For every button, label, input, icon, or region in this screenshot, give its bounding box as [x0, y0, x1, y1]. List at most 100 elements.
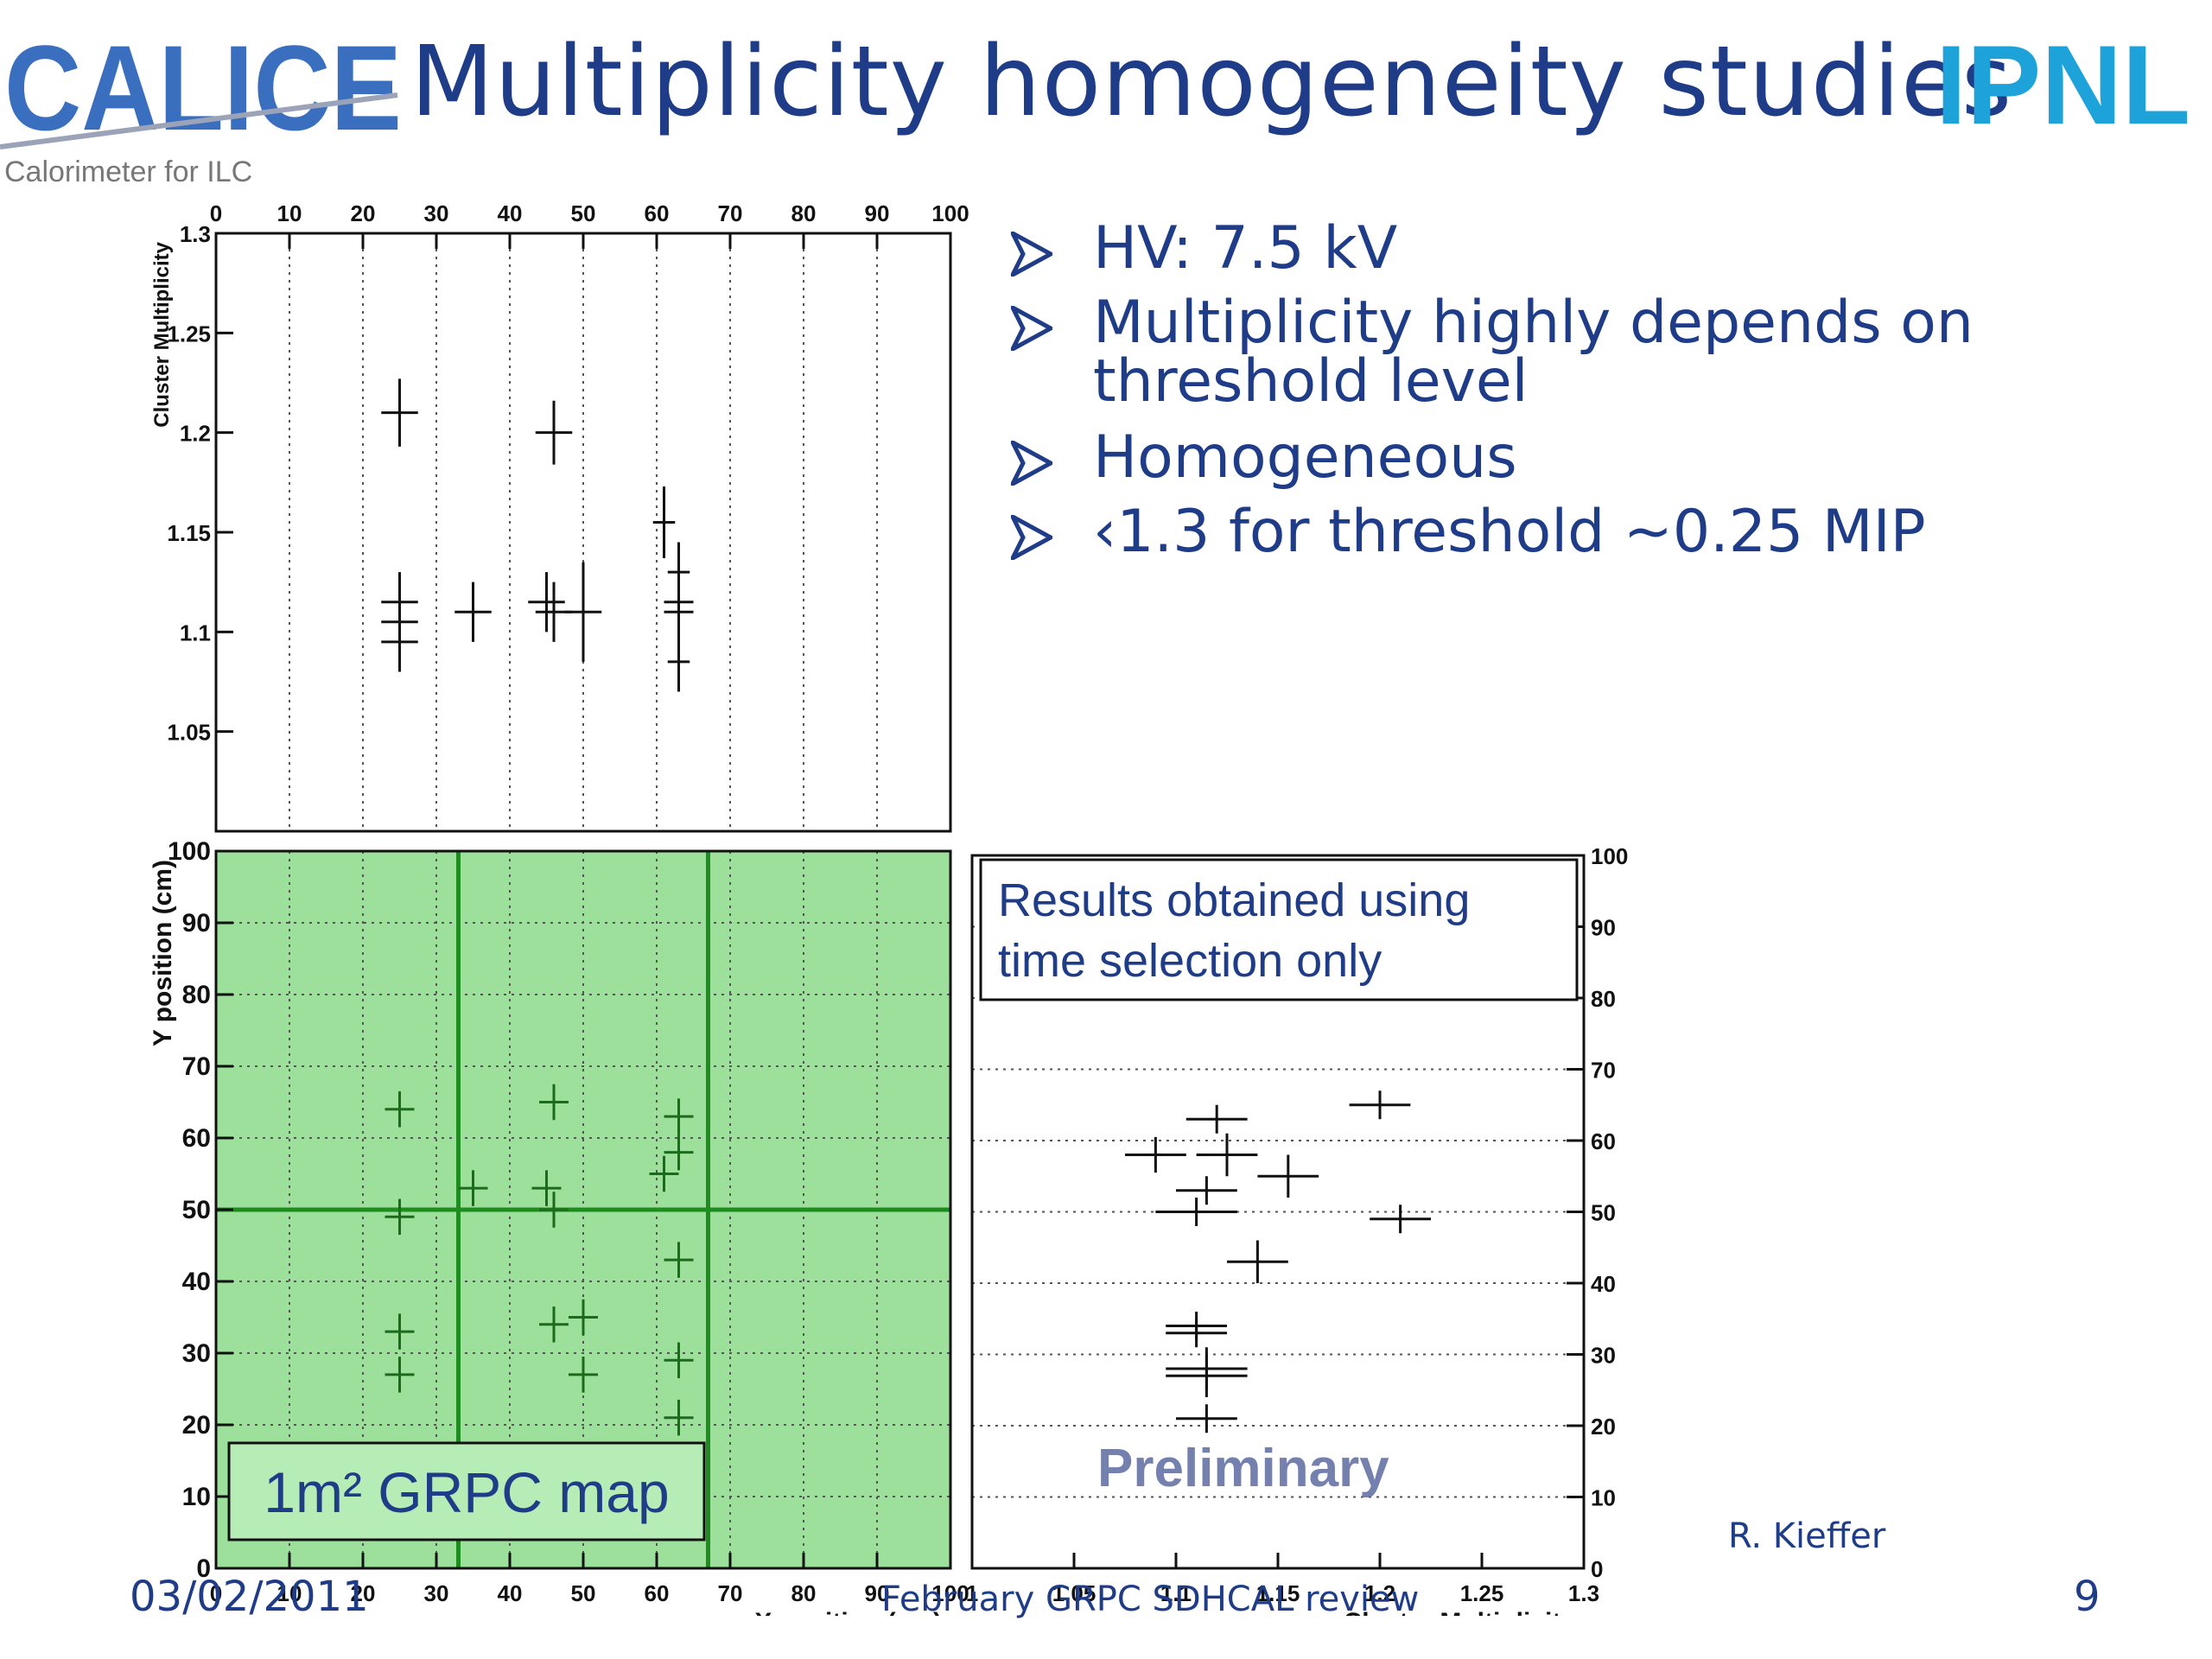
calice-logo-swoosh — [0, 92, 398, 149]
x-tick-label: 10 — [277, 200, 302, 226]
x-tick-label: 1.2 — [1364, 1580, 1395, 1606]
author: R. Kieffer — [1728, 1516, 1886, 1556]
x-tick-label: 1 — [966, 1580, 978, 1606]
x-tick-label: 90 — [865, 1580, 890, 1606]
data-point — [385, 1313, 415, 1350]
x-tick-label: 70 — [718, 200, 743, 226]
bullet-arrow-icon — [1011, 232, 1052, 276]
x-tick-label: 30 — [424, 1580, 449, 1606]
x-tick-label: 70 — [718, 1580, 743, 1606]
data-point — [539, 1084, 569, 1121]
y-tick-label: 30 — [1591, 1343, 1616, 1369]
bullet-text: HV: 7.5 kV — [1093, 214, 1398, 283]
data-point — [528, 572, 565, 632]
bullet-arrow-icon — [1011, 441, 1052, 486]
y-tick-label: 0 — [1591, 1556, 1603, 1582]
y-tick-label: 10 — [1591, 1485, 1616, 1511]
y-tick-label: 50 — [1591, 1200, 1616, 1226]
y-tick-label: 20 — [1591, 1414, 1616, 1440]
data-point — [664, 1242, 694, 1278]
data-point — [458, 1170, 488, 1206]
y-axis-title: Cluster Multiplicity — [150, 241, 174, 427]
map-annotation: 1m² GRPC map — [227, 1441, 706, 1541]
data-point — [381, 612, 418, 672]
bullet-text: Homogeneous — [1093, 423, 1517, 492]
data-point — [454, 582, 492, 642]
bullet-arrow-icon — [1011, 515, 1052, 560]
data-point — [381, 378, 418, 447]
x-tick-label: 30 — [424, 200, 449, 226]
y-tick-label: 10 — [182, 1483, 211, 1511]
x-tick-label: 90 — [865, 200, 890, 226]
y-tick-label: 40 — [1591, 1271, 1616, 1297]
calice-logo-subtitle: Calorimeter for ILC — [4, 156, 252, 186]
data-point — [385, 1198, 415, 1236]
x-tick-label: 40 — [498, 200, 523, 226]
data-point — [1370, 1205, 1431, 1234]
data-point — [569, 1357, 598, 1393]
data-point — [1257, 1154, 1319, 1198]
x-tick-label: 100 — [931, 200, 969, 226]
data-point — [1227, 1240, 1288, 1283]
y-tick-label: 70 — [1591, 1058, 1616, 1084]
chart-y-vs-multiplicity: 1 1.05 1.1 1.15 1.2 1.25 1.30 10 20 30 40 50 60 70 80 9… — [966, 843, 1629, 1616]
x-tick-label: 100 — [931, 1580, 969, 1606]
ipnl-logo: IPNL — [1936, 24, 2190, 137]
x-tick-label: 1.3 — [1568, 1580, 1599, 1606]
x-tick-label: 0 — [210, 1580, 222, 1606]
x-axis-title: X position (cm) — [754, 1608, 942, 1616]
x-tick-label: 1.05 — [1052, 1580, 1096, 1606]
y-tick-label: 100 — [168, 837, 211, 866]
map-annotation-text: 1m² GRPC map — [264, 1460, 669, 1524]
data-point — [1125, 1136, 1186, 1173]
legend-text-line: time selection only — [998, 935, 1382, 987]
y-tick-label: 60 — [1591, 1128, 1616, 1154]
data-point — [652, 486, 676, 558]
calice-logo-text: CALICE — [4, 20, 402, 156]
x-tick-label: 20 — [351, 200, 376, 226]
preliminary-watermark: Preliminary — [1097, 1439, 1389, 1498]
legend-frame — [979, 858, 1579, 1001]
data-point — [664, 1134, 694, 1171]
ipnl-logo-text: IPNL — [1936, 24, 2190, 137]
y-tick-label: 1.15 — [167, 520, 211, 546]
y-tick-label: 80 — [1591, 986, 1616, 1012]
y-tick-label: 30 — [182, 1339, 211, 1368]
data-point — [385, 1091, 415, 1128]
x-tick-label: 10 — [277, 1580, 302, 1606]
y-tick-label: 50 — [182, 1196, 211, 1224]
x-tick-label: 1.1 — [1160, 1580, 1192, 1606]
x-tick-label: 40 — [498, 1580, 523, 1606]
data-point — [539, 1192, 569, 1228]
y-tick-label: 20 — [182, 1411, 211, 1440]
footer-event: February GRPC SDHCAL review — [881, 1580, 1420, 1619]
y-tick-label: 40 — [182, 1268, 211, 1296]
chart-cluster-multiplicity-vs-x: 0 10 20 30 40 50 60 70 80 90 100 1.05 1.1 1.15 1.2 1.25… — [150, 200, 969, 833]
x-tick-label: 50 — [571, 200, 596, 226]
data-point — [667, 632, 690, 692]
x-axis-title: Cluster Multiplicity — [1344, 1608, 1576, 1616]
y-tick-label: 70 — [182, 1052, 211, 1081]
data-point — [385, 1357, 415, 1393]
x-tick-label: 80 — [791, 200, 817, 226]
y-tick-label: 1.2 — [180, 421, 211, 447]
data-point — [569, 1299, 598, 1336]
legend-text-line: Results obtained using — [998, 874, 1470, 926]
data-point — [1166, 1319, 1227, 1348]
data-point — [1176, 1176, 1237, 1205]
data-point — [1196, 1133, 1258, 1177]
y-axis-title: Y position (cm) — [149, 860, 177, 1046]
y-tick-label: 100 — [1591, 843, 1628, 869]
data-point — [1185, 1104, 1248, 1134]
legend-box: Results obtained using time selection onl… — [979, 858, 1579, 1001]
bullet-text: ‹1.3 for threshold ~0.25 MIP — [1093, 498, 1926, 566]
data-point — [664, 1399, 694, 1436]
bullet-text: threshold level — [1093, 347, 1529, 416]
y-tick-label: 80 — [182, 981, 211, 1009]
data-point — [1349, 1090, 1411, 1120]
data-point — [664, 1342, 694, 1379]
x-tick-label: 50 — [571, 1580, 596, 1606]
bullet-list: HV: 7.5 kV Multiplicity highly depends o… — [1002, 216, 2195, 605]
y-tick-label: 90 — [1591, 915, 1616, 941]
y-tick-label: 90 — [182, 909, 211, 938]
